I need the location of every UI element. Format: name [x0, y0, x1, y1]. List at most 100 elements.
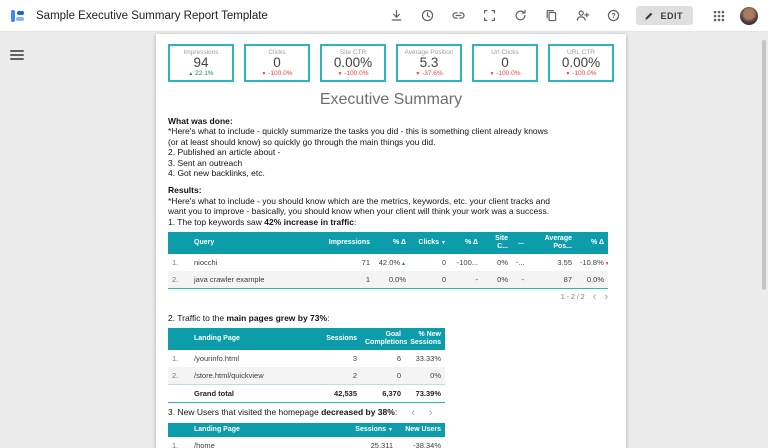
edit-button[interactable]: EDIT	[636, 6, 693, 25]
column-header[interactable]: Landing Page	[190, 422, 335, 437]
table-row: 2./store.html/quickview 2 0 0%	[168, 367, 445, 385]
scorecard-delta: ▼ -100.0%	[337, 70, 369, 77]
trend-down-icon: ▼	[489, 71, 495, 77]
scorecard-value: 0	[501, 55, 509, 70]
history-button[interactable]	[414, 3, 440, 29]
scorecard-delta: ▼ -37.6%	[415, 70, 443, 77]
report-title: Sample Executive Summary Report Template	[36, 9, 268, 22]
table-row: 1./yourinfo.html 3 6 33.33%	[172, 354, 441, 364]
column-header[interactable]: Sessions	[315, 328, 361, 351]
scorecard-delta: ▼ -100.0%	[261, 70, 293, 77]
table-row: 1. niocchi 71 42.0%▲ 0 -100... 0% -... 3.55 -10.8…	[172, 258, 608, 268]
column-header[interactable]: % New Sessions	[405, 328, 445, 351]
column-header[interactable]: % Δ	[576, 232, 608, 255]
svg-text:?: ?	[611, 13, 615, 20]
sort-descending-icon: ▼	[388, 426, 393, 433]
column-header[interactable]: Impressions	[324, 232, 374, 255]
edit-button-label: EDIT	[660, 10, 683, 21]
landing-pages-table[interactable]: Landing Page Sessions Goal Completions% Ne…	[168, 328, 445, 404]
scorecard-delta: ▼ -100.0%	[565, 70, 597, 77]
get-link-button[interactable]	[445, 3, 471, 29]
executive-summary-title: Executive Summary	[319, 91, 463, 108]
column-header[interactable]: Landing Page	[190, 328, 315, 351]
download-button[interactable]	[383, 3, 409, 29]
point-2: 2. Traffic to the main pages grew by 73%…	[168, 313, 330, 324]
column-header[interactable]: Average Pos...	[528, 232, 576, 255]
column-header[interactable]: Sessions ▼	[335, 422, 397, 437]
top-bar: Sample Executive Summary Report Template	[0, 0, 768, 32]
scorecard-label: Impressions	[183, 49, 219, 56]
table1-next-page-icon[interactable]: ›	[604, 291, 608, 304]
results-lines: *Here's what to include - you should kno…	[168, 195, 550, 217]
scorecard-label: Site CTR	[339, 49, 367, 56]
refresh-button[interactable]	[507, 3, 533, 29]
table-row: 1./home 25,311 -38.34%	[172, 440, 441, 448]
table1-page-count: 1 - 2 / 2	[560, 293, 585, 301]
point-1: 1. The top keywords saw 42% increase in …	[168, 216, 357, 227]
table2-prev-page-icon[interactable]: ‹	[411, 406, 415, 419]
looker-studio-logo	[11, 9, 24, 22]
share-button[interactable]	[569, 3, 595, 29]
column-header[interactable]: New Users	[397, 422, 445, 437]
column-header[interactable]: Query	[190, 232, 324, 255]
scorecard-delta: ▼ -100.0%	[489, 70, 521, 77]
table1-pagination: 1 - 2 / 2 ‹ ›	[168, 291, 608, 304]
sort-descending-icon: ▼	[441, 240, 446, 247]
scorecard-label: Average Position	[404, 49, 454, 56]
table1-prev-page-icon[interactable]: ‹	[592, 291, 597, 304]
column-header[interactable]: Site C...	[482, 232, 512, 255]
delta-up-icon: ▲	[401, 261, 406, 268]
scorecard-url-ctr[interactable]: URL CTR 0.00% ▼ -100.0%	[548, 44, 614, 82]
what-heading: What was done:	[168, 116, 233, 126]
scorecard-label: Clicks	[268, 49, 286, 56]
scorecard-average-position[interactable]: Average Position 5.3 ▼ -37.6%	[396, 44, 462, 82]
fullscreen-button[interactable]	[476, 3, 502, 29]
delta-down-icon: ▼	[604, 261, 608, 268]
scorecard-row: Impressions 94 ▲ 22.1% Clicks 0 ▼ -100.0% Site…	[168, 44, 614, 82]
table-row: Grand total 42,535 6,370 73.39%	[168, 384, 445, 404]
user-avatar[interactable]	[740, 6, 758, 25]
new-users-table[interactable]: Landing Page Sessions ▼ New Users 1./home 25,…	[168, 422, 445, 448]
scorecard-value: 94	[193, 55, 209, 70]
keywords-table[interactable]: Query Impressions% Δ Clicks ▼% Δ Site C.....…	[168, 232, 608, 290]
what-was-done-block: What was done: *Here's what to include -…	[168, 116, 614, 227]
help-button[interactable]: ?	[600, 3, 626, 29]
trend-down-icon: ▼	[261, 71, 267, 77]
download-icon	[391, 9, 402, 21]
report-canvas: Impressions 94 ▲ 22.1% Clicks 0 ▼ -100.0% Site…	[0, 32, 768, 448]
refresh-icon	[515, 9, 526, 21]
scorecard-delta: ▲ 22.1%	[188, 70, 214, 77]
what-lines: *Here's what to include - quickly summar…	[168, 126, 549, 179]
copy-report-button[interactable]	[538, 3, 564, 29]
scorecard-value: 5.3	[419, 55, 439, 70]
trend-down-icon: ▼	[337, 71, 343, 77]
trend-down-icon: ▼	[565, 71, 571, 77]
clock-icon	[421, 9, 434, 22]
column-header[interactable]: ...	[512, 232, 528, 255]
copy-icon	[546, 10, 557, 22]
scorecard-site-ctr[interactable]: Site CTR 0.00% ▼ -100.0%	[320, 44, 386, 82]
column-header[interactable]: % Δ	[450, 232, 482, 255]
column-header[interactable]: Clicks ▼	[410, 232, 450, 255]
report-page: Impressions 94 ▲ 22.1% Clicks 0 ▼ -100.0% Site…	[156, 34, 626, 448]
apps-grid-icon	[713, 10, 725, 21]
scorecard-label: Url Clicks	[491, 49, 519, 56]
link-icon	[452, 12, 465, 19]
scorecard-value: 0.00%	[333, 55, 373, 70]
column-header[interactable]: % Δ	[374, 232, 410, 255]
trend-up-icon: ▲	[188, 71, 194, 77]
scorecard-value: 0	[273, 55, 281, 70]
apps-grid-button[interactable]	[706, 3, 732, 29]
pencil-icon	[645, 12, 653, 20]
scorecard-clicks[interactable]: Clicks 0 ▼ -100.0%	[244, 44, 310, 82]
point-3: 3. New Users that visited the homepage d…	[168, 406, 433, 419]
menu-button[interactable]	[10, 50, 24, 62]
scorecard-label: URL CTR	[567, 49, 595, 56]
scorecard-impressions[interactable]: Impressions 94 ▲ 22.1%	[168, 44, 234, 82]
results-heading: Results:	[168, 185, 202, 196]
table2-next-page-icon[interactable]: ›	[428, 406, 433, 419]
scorecard-url-clicks[interactable]: Url Clicks 0 ▼ -100.0%	[472, 44, 538, 82]
column-header[interactable]: Goal Completions	[361, 328, 407, 351]
fullscreen-icon	[484, 10, 495, 21]
vertical-scrollbar[interactable]	[762, 40, 766, 290]
